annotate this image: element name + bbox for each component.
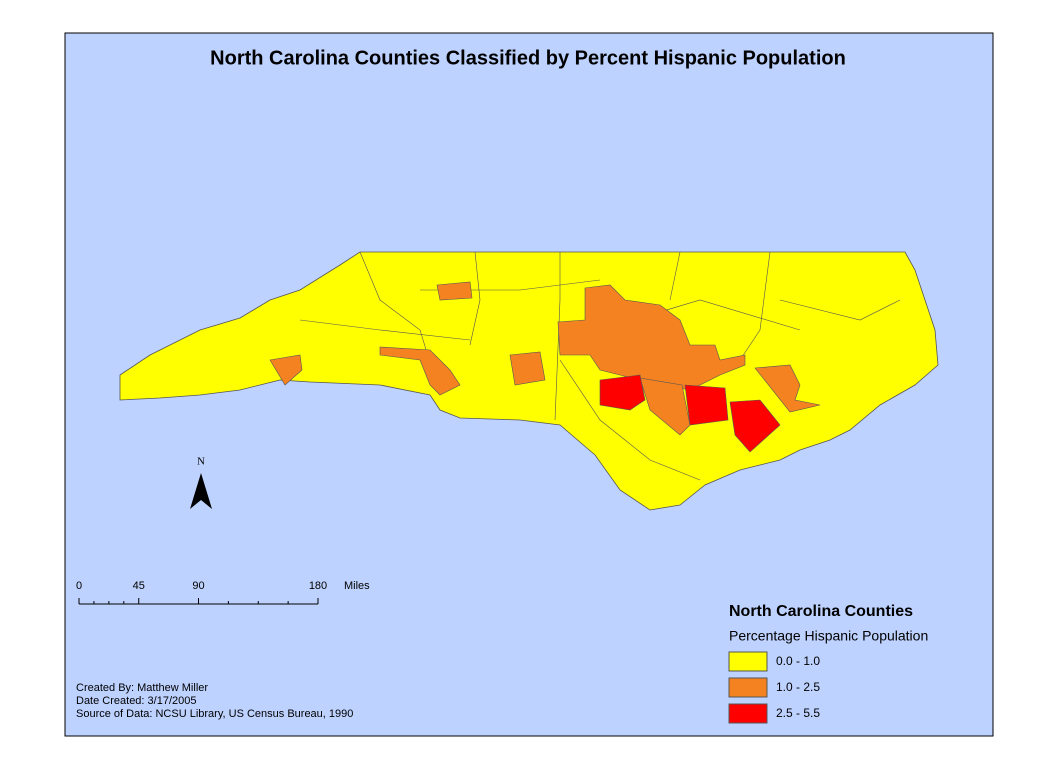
county-boundary (739, 251, 771, 361)
north-arrow: N (190, 456, 212, 509)
county-boundary (469, 251, 481, 346)
credit-line: Date Created: 3/17/2005 (76, 695, 196, 707)
legend-swatch (728, 703, 768, 724)
north-label: N (197, 456, 205, 468)
county-boundary (779, 299, 901, 321)
scale-bar: 0 45 90 180 Miles (76, 580, 370, 605)
legend-swatch (728, 677, 768, 698)
scale-label: 0 (76, 580, 82, 592)
scale-unit: Miles (344, 580, 370, 592)
county-boundary (554, 252, 561, 421)
county-boundary (559, 359, 701, 481)
scale-label: 90 (192, 580, 204, 592)
scale-label: 180 (309, 580, 327, 592)
legend-swatch (728, 651, 768, 672)
legend-label: 0.0 - 1.0 (776, 654, 820, 668)
legend-subtitle: Percentage Hispanic Population (729, 628, 928, 644)
county-boundary (299, 319, 471, 341)
scale-label: 45 (133, 580, 145, 592)
county (379, 346, 461, 396)
county (684, 384, 729, 426)
county (729, 399, 781, 453)
credit-line: Source of Data: NCSU Library, US Census … (76, 708, 353, 720)
north-arrow-shape (190, 473, 212, 509)
county (436, 281, 473, 301)
legend: 0.0 - 1.0 1.0 - 2.5 2.5 - 5.5 (728, 651, 820, 724)
county (557, 284, 746, 391)
county (509, 351, 546, 386)
legend-title: North Carolina Counties (729, 603, 913, 620)
county (639, 377, 691, 436)
map-title: North Carolina Counties Classified by Pe… (210, 47, 846, 69)
county (269, 354, 303, 386)
legend-label: 2.5 - 5.5 (776, 706, 820, 720)
credit-line: Created By: Matthew Miller (76, 682, 208, 694)
county (599, 374, 646, 411)
county-boundary (669, 251, 681, 301)
state-map (119, 251, 939, 511)
county (754, 364, 821, 413)
legend-label: 1.0 - 2.5 (776, 680, 820, 694)
